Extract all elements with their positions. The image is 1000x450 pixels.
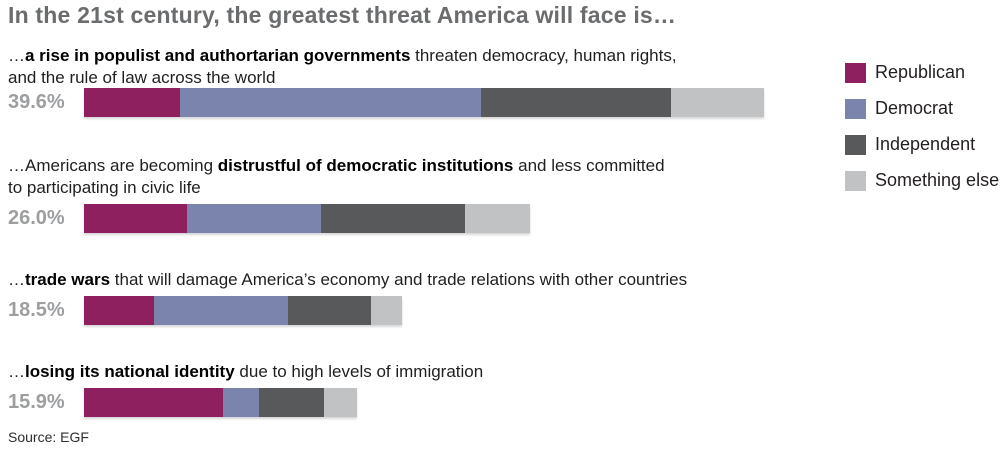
legend-swatch	[845, 62, 866, 83]
bar-segment-democrat	[187, 204, 321, 233]
legend-item: Republican	[845, 62, 999, 83]
bar-row-description: …losing its national identity due to hig…	[8, 361, 483, 383]
description-bold-text: losing its national identity	[25, 362, 235, 381]
legend-swatch	[845, 98, 866, 119]
legend-item: Something else	[845, 170, 999, 191]
description-text: …	[8, 46, 25, 65]
legend: Republican Democrat Independent Something e…	[845, 62, 999, 191]
bar-segment-republican	[84, 204, 188, 233]
legend-item: Independent	[845, 134, 999, 155]
stacked-bar	[84, 388, 357, 417]
stacked-bar	[84, 204, 531, 233]
source-note: Source: EGF	[8, 429, 89, 445]
bar-segment-independent	[259, 388, 325, 417]
description-bold-text: a rise in populist and authortarian gove…	[25, 46, 411, 65]
bar-total-label: 15.9%	[8, 391, 65, 413]
bar-segment-republican	[84, 296, 155, 325]
legend-label: Something else	[875, 170, 1000, 190]
description-text: threaten democracy, human rights, and th…	[8, 46, 677, 87]
bar-segment-something-else	[324, 388, 357, 417]
bar-total-label: 26.0%	[8, 207, 65, 229]
bar-segment-something-else	[671, 88, 764, 117]
legend-label: Republican	[875, 62, 966, 82]
legend-swatch	[845, 134, 866, 155]
bar-segment-democrat	[154, 296, 289, 325]
bar-segment-republican	[84, 388, 224, 417]
legend-swatch	[845, 170, 866, 191]
bar-total-label: 18.5%	[8, 299, 65, 321]
description-text: due to high levels of immigration	[234, 362, 484, 381]
description-text: that will damage America’s economy and t…	[110, 270, 688, 289]
description-text: and less committed to participating in c…	[8, 156, 665, 197]
bar-segment-republican	[84, 88, 181, 117]
page-title: In the 21st century, the greatest threat…	[8, 2, 677, 28]
bar-row-description: …trade wars that will damage America’s e…	[8, 269, 687, 291]
bar-row: 39.6%	[0, 88, 764, 117]
stacked-bar	[84, 88, 764, 117]
legend-label: Independent	[875, 134, 976, 154]
bar-row: 18.5%	[0, 296, 402, 325]
description-text: …	[8, 362, 25, 381]
stacked-bar	[84, 296, 402, 325]
description-text: …Americans are becoming	[8, 156, 218, 175]
bar-segment-something-else	[370, 296, 402, 325]
bar-segment-independent	[288, 296, 371, 325]
bar-total-label: 39.6%	[8, 91, 65, 113]
bar-row-description: …a rise in populist and authortarian gov…	[8, 45, 677, 89]
description-text: …	[8, 270, 25, 289]
bar-row: 26.0%	[0, 204, 531, 233]
bar-segment-democrat	[180, 88, 481, 117]
description-bold-text: trade wars	[25, 270, 111, 289]
legend-label: Democrat	[875, 98, 954, 118]
bar-row: 15.9%	[0, 388, 357, 417]
bar-segment-independent	[320, 204, 466, 233]
bar-row-description: …Americans are becoming distrustful of d…	[8, 155, 665, 199]
bar-segment-something-else	[465, 204, 531, 233]
bar-segment-democrat	[223, 388, 260, 417]
legend-item: Democrat	[845, 98, 999, 119]
bar-segment-independent	[480, 88, 672, 117]
description-bold-text: distrustful of democratic institutions	[217, 156, 514, 175]
